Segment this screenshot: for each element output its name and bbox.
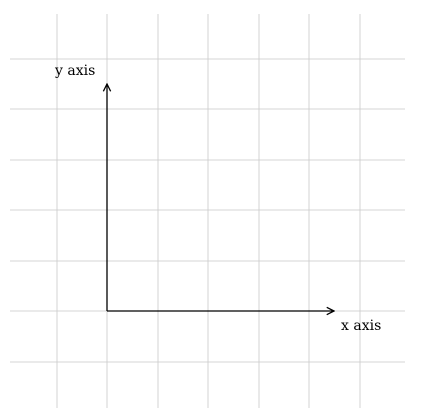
x-axis-label: x axis xyxy=(341,318,381,334)
y-axis-label: y axis xyxy=(54,63,95,79)
